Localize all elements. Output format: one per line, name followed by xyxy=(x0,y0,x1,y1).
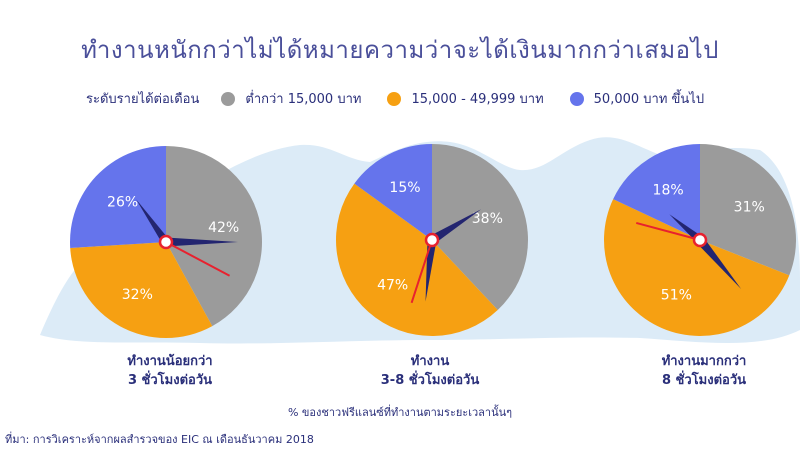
pie-2-slice-mid xyxy=(335,183,498,337)
pie-1-slice-mid xyxy=(70,242,213,338)
pie-caption-3-line1: ทำงานมากกว่า xyxy=(661,354,747,369)
pie-3-slice-high xyxy=(613,144,700,240)
pie-3-center-pin xyxy=(692,232,708,248)
pie-caption-1-line2: 3 ชั่วโมงต่อวัน xyxy=(127,373,213,388)
pie-3-slice-mid xyxy=(603,199,790,337)
pie-3-clock-hand-2 xyxy=(696,237,742,290)
pie-1-clock-hand-1 xyxy=(166,237,238,247)
pie-caption-2: ทำงาน 3-8 ชั่วโมงต่อวัน xyxy=(355,352,505,390)
pie-1-slice-high xyxy=(70,146,166,249)
chart-title: ทำงานหนักกว่าไม่ได้หมายความว่าจะได้เงินม… xyxy=(81,36,719,64)
legend-item-high: 50,000 บาท ขึ้นไป xyxy=(569,88,705,109)
pie-caption-2-line2: 3-8 ชั่วโมงต่อวัน xyxy=(380,373,480,388)
source-note: ที่มา: การวิเคราะห์จากผลสำรวจของ EIC ณ เ… xyxy=(5,433,314,446)
legend-item-low: ต่ำกว่า 15,000 บาท xyxy=(221,88,361,109)
pie-2-center-pin xyxy=(424,232,440,248)
legend: ระดับรายได้ต่อเดือน ต่ำกว่า 15,000 บาท 1… xyxy=(86,88,730,109)
pie-2-slice-low xyxy=(432,144,529,310)
pie-2-second-hand xyxy=(410,239,433,304)
pie-caption-2-line1: ทำงาน xyxy=(410,354,450,369)
pie-2-clock-hand-2 xyxy=(425,239,437,302)
pie-3-slice-low xyxy=(700,144,796,276)
legend-swatch-high xyxy=(569,91,584,106)
pie-1-second-hand xyxy=(165,241,231,277)
pie-caption-1: ทำงานน้อยกว่า 3 ชั่วโมงต่อวัน xyxy=(95,352,245,390)
pie-2-clock-hand-1 xyxy=(429,209,482,244)
legend-swatch-mid xyxy=(387,91,402,106)
legend-item-mid: 15,000 - 49,999 บาท xyxy=(387,88,544,109)
pie-3-label-low: 31% xyxy=(734,200,765,216)
legend-title: ระดับรายได้ต่อเดือน xyxy=(86,92,200,107)
pie-2-slice-high xyxy=(354,144,432,240)
legend-label-high: 50,000 บาท ขึ้นไป xyxy=(593,92,705,107)
pie-2-label-mid: 47% xyxy=(377,278,408,294)
footnote: % ของชาวฟรีแลนซ์ที่ทำงานตามระยะเวลานั้นๆ xyxy=(287,406,513,419)
pie-2-label-low: 38% xyxy=(472,211,503,227)
pie-1-clock-hand-2 xyxy=(136,199,170,245)
pie-3-second-hand xyxy=(635,221,701,241)
pie-caption-1-line1: ทำงานน้อยกว่า xyxy=(127,354,213,369)
legend-label-mid: 15,000 - 49,999 บาท xyxy=(411,92,544,107)
legend-swatch-low xyxy=(221,91,236,106)
pie-3-label-high: 18% xyxy=(653,183,684,199)
pie-caption-3-line2: 8 ชั่วโมงต่อวัน xyxy=(661,373,747,388)
pie-1-center-pin xyxy=(158,234,174,250)
pie-1-label-mid: 32% xyxy=(122,287,153,303)
pie-1-label-high: 26% xyxy=(107,194,138,210)
pie-3-label-mid: 51% xyxy=(661,288,692,304)
pie-caption-3: ทำงานมากกว่า 8 ชั่วโมงต่อวัน xyxy=(624,352,784,390)
pie-1-slice-low xyxy=(166,146,262,327)
pie-1-label-low: 42% xyxy=(208,220,239,236)
pie-2-label-high: 15% xyxy=(389,180,420,196)
legend-label-low: ต่ำกว่า 15,000 บาท xyxy=(245,92,362,107)
